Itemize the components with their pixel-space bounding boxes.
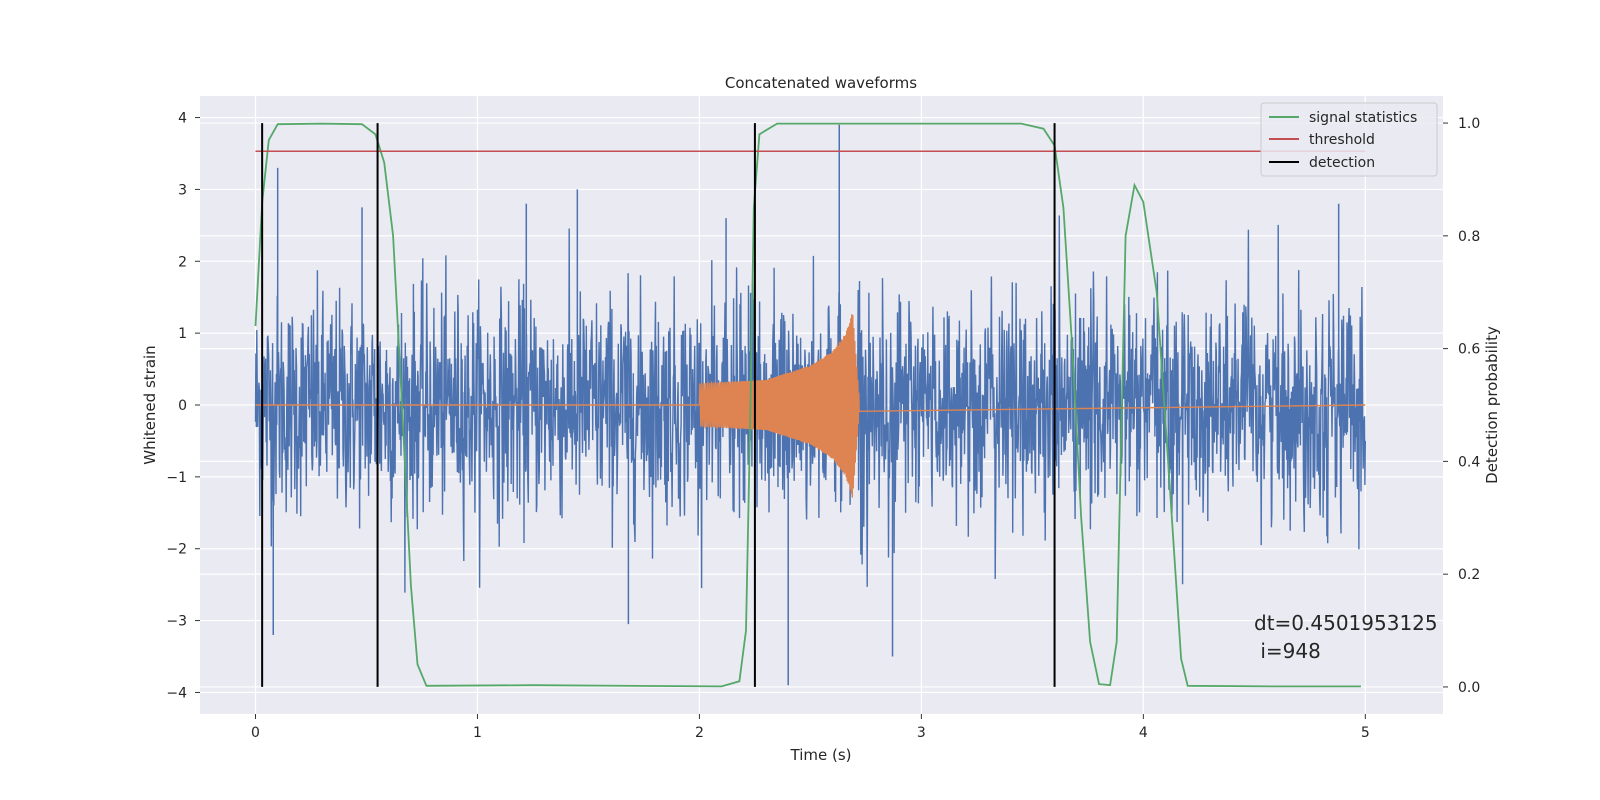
y-axis-label: Whitened strain <box>141 345 159 464</box>
legend: signal statistics threshold detection <box>1260 102 1438 177</box>
x-tick-label: 1 <box>473 725 482 741</box>
y-right-tick-label: 0.4 <box>1458 454 1480 470</box>
y-tick-label: −3 <box>166 614 187 630</box>
legend-label-threshold: threshold <box>1309 132 1375 148</box>
legend-label-signal-statistics: signal statistics <box>1309 110 1417 126</box>
y-tick-label: −1 <box>166 470 187 486</box>
signal-statistics-line <box>254 122 1361 688</box>
y-right-tick-label: 0.0 <box>1458 680 1480 696</box>
annotation-line-1: dt=0.4501953125 <box>1254 611 1438 635</box>
annotation-line-2: i=948 <box>1254 639 1321 663</box>
x-tick-label: 0 <box>251 725 260 741</box>
chart-title: Concatenated waveforms <box>725 74 917 92</box>
y-right-tick-label: 0.8 <box>1458 229 1480 245</box>
y-tick-label: 3 <box>178 182 187 198</box>
series-clip-group <box>254 122 1366 688</box>
axes: 0 1 2 3 4 5 −4 −3 −2 −1 0 1 2 3 4 0.0 0.2 0.4 0.6 0.8 1.0 <box>166 111 1480 741</box>
y-tick-label: 1 <box>178 326 187 342</box>
strain-series-line <box>254 215 1366 593</box>
x-tick-label: 4 <box>1139 725 1148 741</box>
annotation: dt=0.4501953125 i=948 <box>1254 611 1438 663</box>
x-axis-label: Time (s) <box>790 746 852 764</box>
y-axis-right-label: Detection probability <box>1483 326 1501 484</box>
y-right-tick-label: 0.6 <box>1458 342 1480 358</box>
y-tick-label: 4 <box>178 111 187 127</box>
series-layer <box>254 122 1366 688</box>
y-right-tick-label: 0.2 <box>1458 567 1480 583</box>
x-tick-label: 3 <box>917 725 926 741</box>
y-tick-label: 2 <box>178 254 187 270</box>
x-tick-label: 2 <box>695 725 704 741</box>
x-tick-label: 5 <box>1361 725 1370 741</box>
y-tick-label: −4 <box>166 685 187 701</box>
y-tick-label: −2 <box>166 542 187 558</box>
legend-label-detection: detection <box>1309 155 1375 171</box>
y-right-tick-label: 1.0 <box>1458 116 1480 132</box>
y-tick-label: 0 <box>178 398 187 414</box>
injected-signal-line <box>255 314 1366 498</box>
legend-frame <box>1260 102 1438 177</box>
